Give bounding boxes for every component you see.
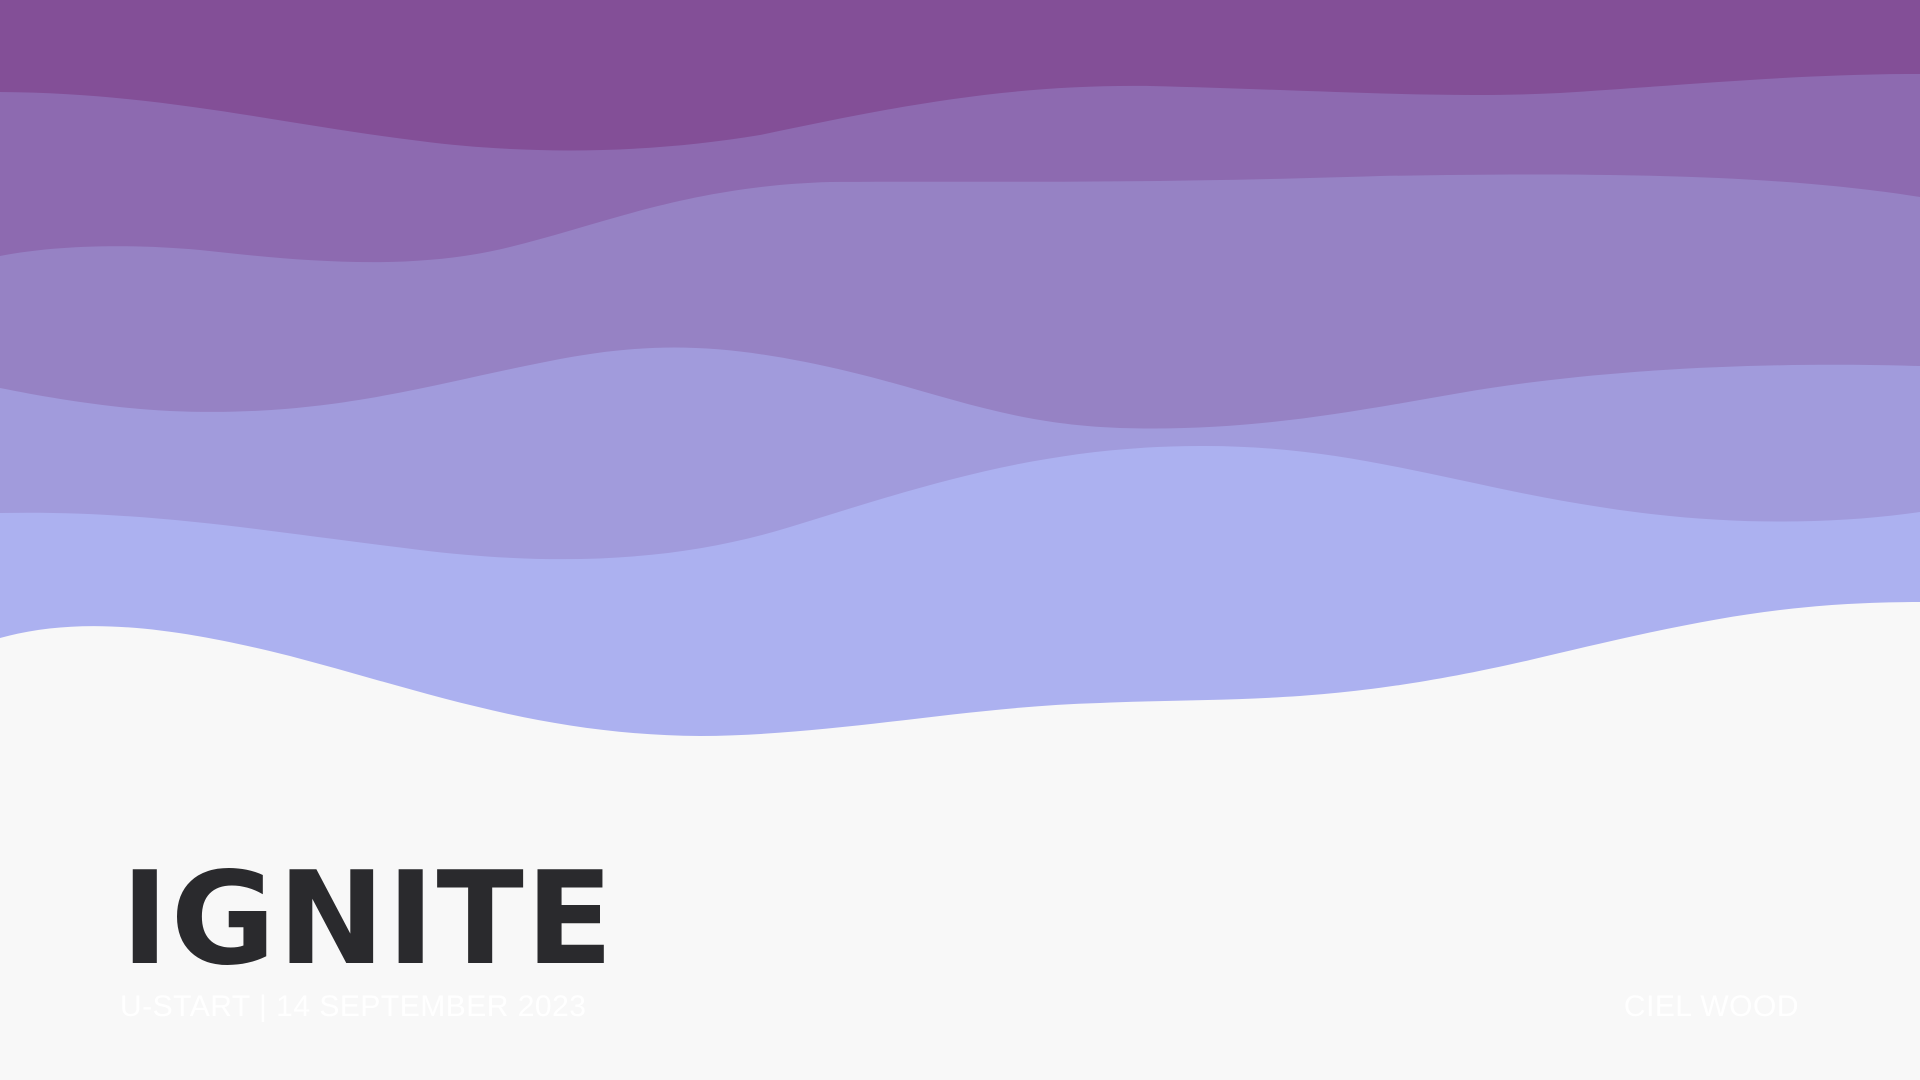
- slide-title: IGNITE: [121, 845, 616, 994]
- presenter-name: CIEL WOOD: [1623, 990, 1799, 1023]
- wave-band-1: [0, 0, 1920, 151]
- event-date-caption: U-START | 14 SEPTEMBER 2023: [120, 990, 587, 1023]
